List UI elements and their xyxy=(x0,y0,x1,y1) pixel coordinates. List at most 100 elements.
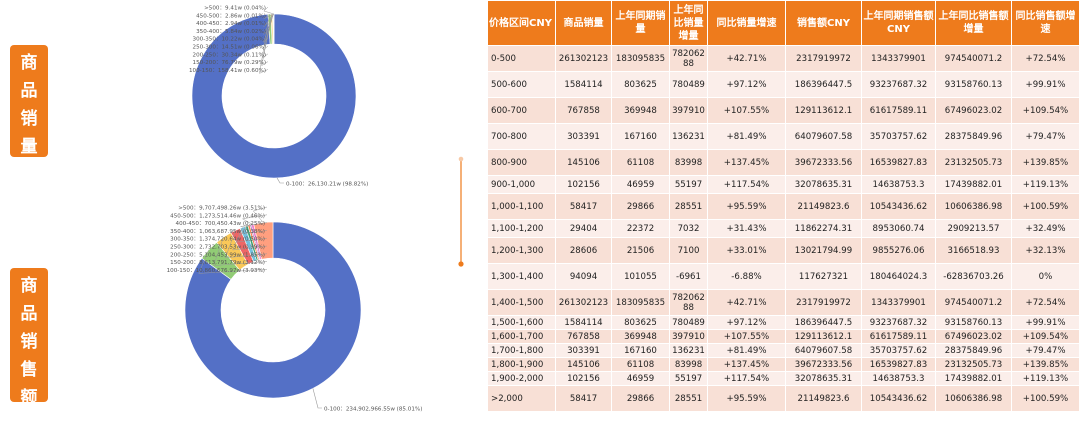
timeline-divider xyxy=(458,156,464,267)
table-cell: 369948 xyxy=(611,97,670,124)
label-line xyxy=(263,13,274,20)
table-cell: 2317919972 xyxy=(785,45,862,72)
table-cell: 1,400-1,500 xyxy=(487,289,556,316)
table-cell: 35703757.62 xyxy=(861,123,936,150)
table-cell: 1,300-1,400 xyxy=(487,263,556,290)
label-line xyxy=(263,6,274,15)
table-cell: 1343379901 xyxy=(861,289,936,316)
table-cell: 136231 xyxy=(669,123,708,150)
table-cell: 17439882.01 xyxy=(935,371,1012,386)
table-cell: 136231 xyxy=(669,343,708,358)
table-cell: 1584114 xyxy=(555,315,612,330)
table-cell: 21149823.6 xyxy=(785,193,862,220)
table-cell: 61617589.11 xyxy=(861,97,936,124)
table-cell: 39672333.56 xyxy=(785,357,862,372)
table-row: 1,700-1,800 303391 167160 136231 +81.49% 6407… xyxy=(487,343,1080,358)
title-char: 商 xyxy=(20,53,38,73)
table-cell: 83998 xyxy=(669,357,708,372)
table-cell: 28551 xyxy=(669,385,708,412)
table-cell: +137.45% xyxy=(707,149,786,176)
table-cell: 397910 xyxy=(669,97,708,124)
table-cell: 303391 xyxy=(555,343,612,358)
table-row: 800-900 145106 61108 83998 +137.45% 39672333.… xyxy=(487,149,1080,176)
table-cell: 1,500-1,600 xyxy=(487,315,556,330)
table-cell: 32078635.31 xyxy=(785,371,862,386)
table-cell: 167160 xyxy=(611,343,670,358)
label-line xyxy=(259,14,270,74)
table-cell: 93158760.13 xyxy=(935,315,1012,330)
table-cell: 67496023.02 xyxy=(935,97,1012,124)
table-cell: 117627321 xyxy=(785,263,862,290)
table-cell: 0% xyxy=(1011,263,1080,290)
title-char: 销 xyxy=(20,109,38,129)
table-cell: 93237687.32 xyxy=(861,71,936,98)
table-cell: 17439882.01 xyxy=(935,175,1012,194)
table-cell: 303391 xyxy=(555,123,612,150)
slice-label: 350-400：1,063,687.95w (0.38%) xyxy=(170,229,265,235)
table-cell: +79.47% xyxy=(1011,123,1080,150)
table-cell: 1,900-2,000 xyxy=(487,371,556,386)
table-cell: 39672333.56 xyxy=(785,149,862,176)
table-cell: +99.91% xyxy=(1011,71,1080,98)
table-cell: 14638753.3 xyxy=(861,371,936,386)
slice-label: 400-450：2.94w (0.01%) xyxy=(196,21,266,27)
table-cell: 23132505.73 xyxy=(935,357,1012,372)
table-cell: +100.59% xyxy=(1011,193,1080,220)
table-cell: 9855276.06 xyxy=(861,237,936,264)
table-row: 700-800 303391 167160 136231 +81.49% 64079607… xyxy=(487,123,1080,150)
table-cell: +81.49% xyxy=(707,123,786,150)
table-cell: 64079607.58 xyxy=(785,123,862,150)
table-cell: +95.59% xyxy=(707,385,786,412)
slice->500 xyxy=(253,221,274,260)
table-cell: +107.55% xyxy=(707,97,786,124)
table-cell: 183095835 xyxy=(611,45,670,72)
table-cell: 767858 xyxy=(555,97,612,124)
slice-label: 200-250：30.34w (0.11%) xyxy=(193,52,266,58)
table-row: 1,900-2,000 102156 46959 55197 +117.54% 32078… xyxy=(487,371,1080,386)
table-cell: -6.88% xyxy=(707,263,786,290)
table-cell: 93237687.32 xyxy=(861,315,936,330)
table-cell: 397910 xyxy=(669,329,708,344)
table-cell: 78206288 xyxy=(669,289,708,316)
table-cell: 14638753.3 xyxy=(861,175,936,194)
slice-0-100 xyxy=(191,13,357,179)
table-cell: 32078635.31 xyxy=(785,175,862,194)
table-cell: 183095835 xyxy=(611,289,670,316)
slice-label: 350-400：5.84w (0.02%) xyxy=(196,29,266,35)
table-cell: 780489 xyxy=(669,71,708,98)
column-header: 上年同期销售额CNY xyxy=(861,0,936,46)
table-cell: 167160 xyxy=(611,123,670,150)
table-cell: 13021794.99 xyxy=(785,237,862,264)
slice-label: 150-200：8,613,791.79w (3.12%) xyxy=(170,260,265,266)
title-char: 品 xyxy=(20,304,38,324)
table-cell: -62836703.26 xyxy=(935,263,1012,290)
label-line xyxy=(238,225,268,235)
table-cell: 1,100-1,200 xyxy=(487,219,556,238)
label-line xyxy=(232,227,268,251)
slice-label: 450-500：1,273,514.46w (0.46%) xyxy=(170,213,265,219)
table-row: 1,100-1,200 29404 22372 7032 +31.43% 11862274… xyxy=(487,219,1080,238)
table-cell: +139.85% xyxy=(1011,149,1080,176)
table-cell: +117.54% xyxy=(707,175,786,194)
table-cell: 145106 xyxy=(555,357,612,372)
title-char: 售 xyxy=(20,360,38,380)
table-cell: +33.01% xyxy=(707,237,786,264)
table-cell: 10606386.98 xyxy=(935,193,1012,220)
table-cell: 2909213.57 xyxy=(935,219,1012,238)
table-cell: 93158760.13 xyxy=(935,71,1012,98)
table-cell: 102156 xyxy=(555,175,612,194)
table-cell: 803625 xyxy=(611,71,670,98)
table-cell: 29404 xyxy=(555,219,612,238)
slice-label: 450-500：2.86w (0.01%) xyxy=(196,13,266,19)
table-cell: 16539827.83 xyxy=(861,149,936,176)
timeline-dot-bottom xyxy=(458,261,464,267)
table-header-row: 价格区间CNY 商品销量 上年同期销量 上年同比销量增量 同比销量增速 销售额CNY 上年同… xyxy=(487,0,1080,46)
table-cell: 58417 xyxy=(555,193,612,220)
label-line xyxy=(198,249,268,274)
title-char: 额 xyxy=(20,388,38,408)
table-cell: 1,700-1,800 xyxy=(487,343,556,358)
slice-label: 0-100：26,130.21w (98.82%) xyxy=(286,182,368,188)
table-cell: 1,600-1,700 xyxy=(487,329,556,344)
table-cell: 83998 xyxy=(669,149,708,176)
slice-label: >500：9.41w (0.04%) xyxy=(204,6,266,12)
